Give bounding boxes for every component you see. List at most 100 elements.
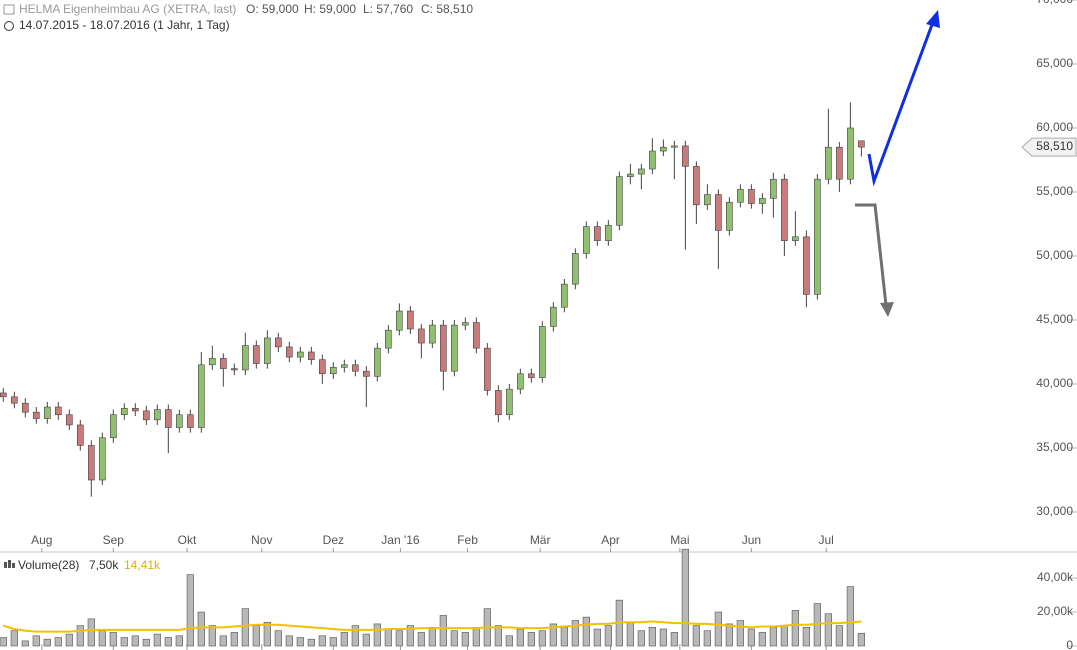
candle-body [341,364,348,368]
candle-body [98,437,106,481]
volume-bar [120,637,128,647]
candle-body [836,146,843,180]
x-tick-label: Apr [601,533,620,547]
candle-body [21,402,29,413]
volume-bar [692,625,700,647]
volume-bar [703,630,711,647]
volume-bar [142,638,150,647]
volume-bar [76,625,84,647]
volume-bar [252,625,260,647]
candle-body [561,283,568,308]
candle-body [197,364,205,428]
volume-bar [351,625,359,647]
candle-body [363,370,370,377]
volume-bar [626,621,634,647]
volume-y-tick-label: 0 [1066,638,1073,650]
candle-body [781,178,788,241]
volume-y-tick-label: 20,00k [1037,604,1074,618]
x-tick-label: Jul [819,533,834,547]
candle-body [120,408,128,416]
volume-bar [472,627,480,647]
candle-body [54,406,62,416]
y-tick-label: 60,000 [1036,120,1073,134]
candle-body [252,345,260,364]
candle-body [219,358,227,369]
y-tick-label: 30,000 [1036,504,1073,518]
candle-body [385,329,392,349]
volume-bar [230,632,238,647]
candle-body [847,127,854,180]
candle-body [0,392,7,398]
volume-bar [285,635,293,647]
x-tick-label: Aug [31,533,52,547]
candle-body [572,253,579,285]
candle-body [286,346,293,358]
volume-bar [648,627,656,647]
candle-body [495,390,502,416]
volume-ma-line [3,620,862,633]
candle-body [396,310,403,331]
volume-bar [835,625,843,647]
candle-body [594,226,601,241]
volume-bar [54,637,62,647]
chart-icon [3,4,15,15]
chart-subtitle: 14.07.2015 - 18.07.2016 (1 Jahr, 1 Tag) [19,18,230,32]
candle-body [660,146,667,152]
candle-body [550,306,557,327]
volume-bar [604,625,612,647]
candle-body [759,198,766,204]
candle-body [65,414,73,426]
candle-body [693,166,700,206]
volume-bar [329,637,337,647]
volume-bar [582,616,590,647]
candle-body [451,324,458,372]
volume-bar [791,610,799,647]
candle-body [704,194,711,206]
x-tick-label: Nov [251,533,272,547]
volume-bar [406,625,414,647]
volume-bar [197,611,205,647]
candle-body [616,176,623,226]
candle-body [814,178,821,295]
volume-bar [208,625,216,647]
ohlc-label: H: 59,000 [304,2,356,16]
x-tick-label: Jun [742,533,761,547]
volume-bar [65,633,73,647]
ohlc-label: L: 57,760 [363,2,413,16]
volume-bar [560,627,568,647]
volume-ma-last: 14,41k [124,558,161,572]
y-tick-label: 45,000 [1036,312,1073,326]
candle-body [330,367,337,375]
volume-bar [263,621,271,647]
volume-bar [43,638,51,647]
up-arrow [867,21,935,187]
candle-body [770,178,777,199]
x-tick-label: Jan '16 [381,533,420,547]
x-tick-label: Okt [178,533,197,547]
volume-bar [439,615,447,647]
y-tick-label: 55,000 [1036,184,1073,198]
candle-body [230,368,238,371]
volume-bar [219,635,227,647]
candle-body [32,411,40,419]
volume-bar [87,618,95,647]
candle-body [583,226,590,254]
volume-bar [186,574,194,647]
volume-bar [384,628,392,647]
last-price-marker: 58,510 [1021,137,1077,157]
candle-body [10,396,18,404]
volume-bar [0,637,7,647]
volume-bar [736,620,744,647]
volume-bar [109,632,117,647]
volume-bar [769,627,777,647]
candle-body [429,324,436,344]
candle-body [726,201,733,231]
volume-bar [725,623,733,647]
volume-bar [98,630,106,647]
candle-body [539,326,546,378]
candle-body [517,373,524,390]
volume-bar [461,632,469,647]
volume-bar [659,628,667,647]
y-tick-label: 65,000 [1036,56,1073,70]
